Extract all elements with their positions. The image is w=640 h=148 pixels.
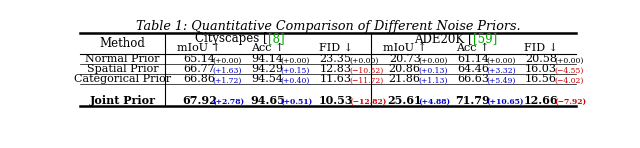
Text: (−4.02): (−4.02) [554,77,584,85]
Text: 25.61: 25.61 [387,95,422,106]
Text: (+0.00): (+0.00) [418,57,447,65]
Text: 23.35: 23.35 [320,54,352,64]
Text: (−10.52): (−10.52) [349,66,383,74]
Text: 16.03: 16.03 [525,64,557,74]
Text: (+2.78): (+2.78) [212,98,244,106]
Text: (+10.65): (+10.65) [486,98,524,106]
Text: 64.46: 64.46 [457,64,489,74]
Text: (+1.72): (+1.72) [212,77,242,85]
Text: Spatial Prior: Spatial Prior [87,64,159,74]
Text: 20.86: 20.86 [388,64,420,74]
Text: (−11.72): (−11.72) [349,77,383,85]
Text: (+0.00): (+0.00) [281,57,310,65]
Text: (+4.88): (+4.88) [418,98,450,106]
Text: FID ↓: FID ↓ [319,43,353,53]
Text: (+5.49): (+5.49) [486,77,515,85]
Text: 12.83: 12.83 [320,64,352,74]
Text: 94.29: 94.29 [252,64,284,74]
Text: Categorical Prior: Categorical Prior [74,74,171,84]
Text: 65.14: 65.14 [183,54,215,64]
Text: FID ↓: FID ↓ [524,43,558,53]
Text: (+1.63): (+1.63) [212,66,242,74]
Text: (+0.00): (+0.00) [212,57,242,65]
Text: (+0.40): (+0.40) [281,77,310,85]
Text: (−7.92): (−7.92) [554,98,586,106]
Text: 66.63: 66.63 [457,74,489,84]
Text: 94.14: 94.14 [252,54,284,64]
Text: (+1.13): (+1.13) [418,77,447,85]
Text: 16.56: 16.56 [525,74,557,84]
Text: Table 1: Quantitative Comparison of Different Noise Priors.: Table 1: Quantitative Comparison of Diff… [136,20,520,33]
Text: (−12.82): (−12.82) [349,98,387,106]
Text: 66.86: 66.86 [183,74,215,84]
Text: [8]: [8] [268,32,284,45]
Text: Acc ↑: Acc ↑ [456,43,490,53]
Text: mIoU ↑: mIoU ↑ [383,43,427,53]
Text: 67.92: 67.92 [182,95,217,106]
Text: Acc ↑: Acc ↑ [251,43,284,53]
Text: 12.66: 12.66 [524,95,559,106]
Text: 21.86: 21.86 [388,74,420,84]
Text: (+0.00): (+0.00) [554,57,584,65]
Text: (+0.13): (+0.13) [418,66,447,74]
Text: (+0.00): (+0.00) [349,57,378,65]
Text: 61.14: 61.14 [457,54,489,64]
Text: Joint Prior: Joint Prior [90,95,156,106]
Text: (+0.00): (+0.00) [486,57,515,65]
Text: (−4.55): (−4.55) [554,66,584,74]
Text: 20.58: 20.58 [525,54,557,64]
Text: 66.77: 66.77 [184,64,215,74]
Text: 94.65: 94.65 [250,95,285,106]
Text: (+3.32): (+3.32) [486,66,516,74]
Text: 10.53: 10.53 [319,95,353,106]
Text: mIoU ↑: mIoU ↑ [177,43,221,53]
Text: 94.54: 94.54 [252,74,284,84]
Text: [59]: [59] [473,32,497,45]
Text: (+0.15): (+0.15) [281,66,310,74]
Text: Cityscapes [: Cityscapes [ [195,32,268,45]
Text: Method: Method [100,37,145,50]
Text: 20.73: 20.73 [388,54,420,64]
Text: Normal Prior: Normal Prior [85,54,160,64]
Text: ADE20K [: ADE20K [ [414,32,473,45]
Text: 71.79: 71.79 [456,95,490,106]
Text: 11.63: 11.63 [320,74,352,84]
Text: (+0.51): (+0.51) [281,98,313,106]
